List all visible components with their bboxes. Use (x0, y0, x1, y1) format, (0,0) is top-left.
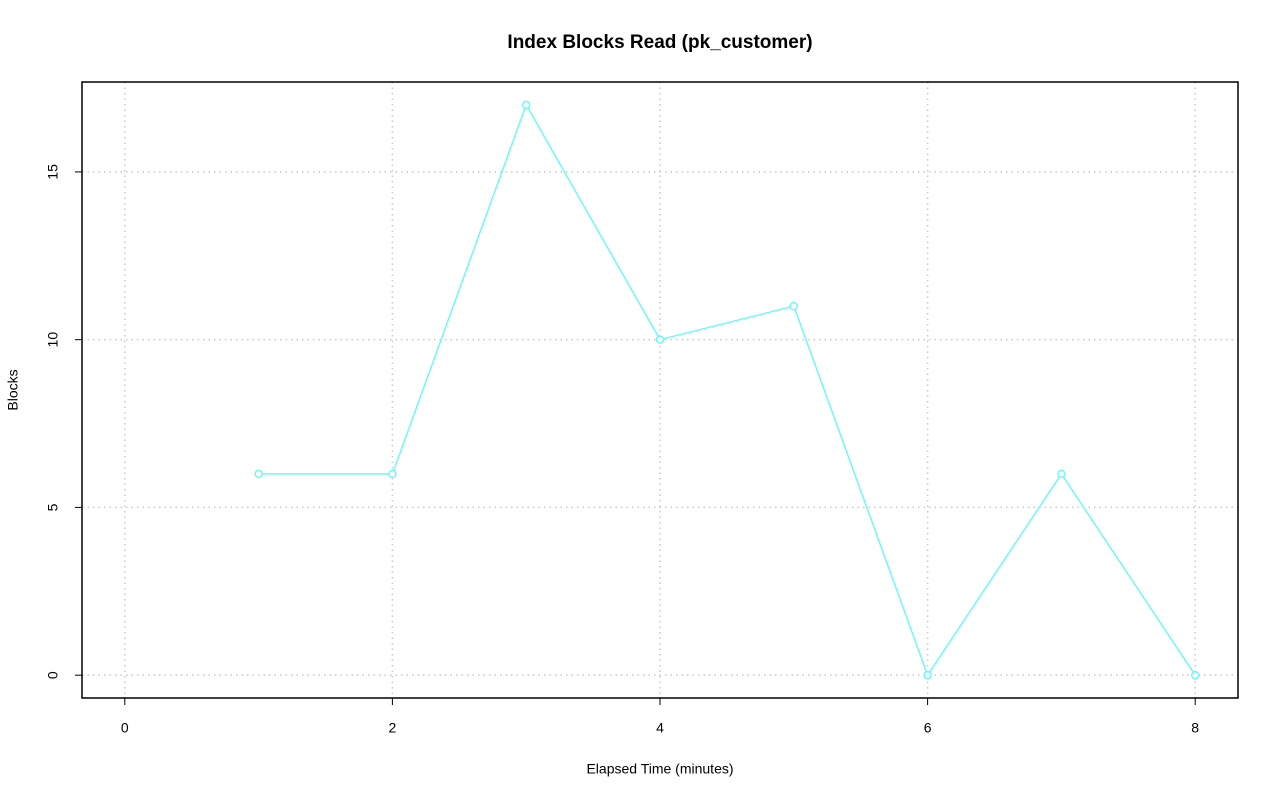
y-tick-label: 15 (45, 164, 61, 180)
x-tick-label: 0 (121, 720, 129, 736)
chart-title: Index Blocks Read (pk_customer) (507, 32, 812, 53)
x-tick-label: 4 (656, 720, 664, 736)
data-point (1190, 670, 1200, 680)
data-point (1057, 469, 1066, 479)
x-axis-label: Elapsed Time (minutes) (586, 761, 733, 777)
y-tick-label: 10 (45, 332, 61, 348)
y-tick-label: 0 (45, 671, 61, 679)
x-tick-label: 2 (389, 720, 397, 736)
data-point (254, 469, 263, 479)
x-tick-label: 6 (924, 720, 932, 736)
data-point (655, 335, 665, 344)
data-point (923, 670, 932, 680)
plot-frame (81, 81, 1239, 699)
x-tick-label: 8 (1191, 720, 1199, 736)
y-axis-label: Blocks (5, 369, 21, 410)
data-point (789, 301, 799, 311)
series-line (258, 103, 1196, 677)
data-point (388, 469, 397, 479)
data-point (521, 100, 531, 110)
y-tick-label: 5 (45, 503, 61, 511)
